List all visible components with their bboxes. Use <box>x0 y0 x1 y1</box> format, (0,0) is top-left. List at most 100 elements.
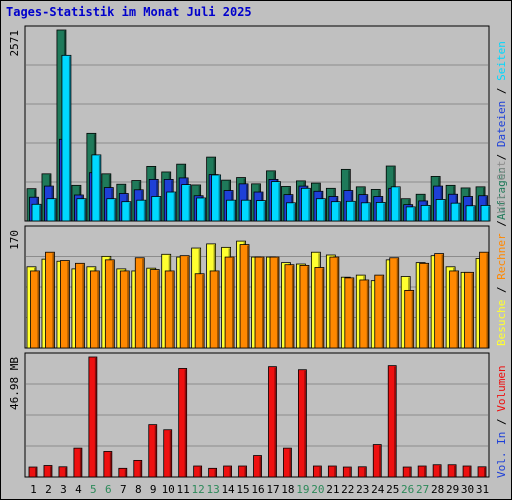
x-tick-label-day-27: 27 <box>416 483 429 496</box>
bar-shade-rechner-day-24 <box>381 276 384 348</box>
bar-shade-volumen-day-9 <box>154 425 157 477</box>
legend-seiten: Seiten <box>495 41 508 81</box>
bar-seiten-day-17 <box>271 181 281 222</box>
legend-vol-out: Vol. Out <box>495 161 508 214</box>
bar-volumen-day-14 <box>223 465 232 478</box>
bar-seiten-day-23 <box>360 202 371 222</box>
x-tick-label-day-8: 8 <box>135 483 142 496</box>
bar-shade-rechner-day-29 <box>456 271 459 348</box>
bar-seiten-day-16 <box>256 200 266 222</box>
bar-rechner-day-16 <box>254 256 265 349</box>
bar-shade-rechner-day-18 <box>291 265 294 348</box>
x-tick-label-day-14: 14 <box>221 483 235 496</box>
bar-volumen-day-23 <box>357 466 367 478</box>
bar-rechner-day-13 <box>209 270 220 349</box>
bar-volumen-day-3 <box>58 466 68 478</box>
bar-volumen-day-4 <box>73 447 83 478</box>
bar-rechner-day-12 <box>194 273 205 349</box>
bar-volumen-day-27 <box>417 465 427 478</box>
bar-volumen-day-20 <box>312 465 322 478</box>
x-tick-label-day-4: 4 <box>75 483 82 496</box>
bar-shade-seiten-day-1 <box>39 205 41 221</box>
bar-shade-rechner-day-23 <box>366 280 369 348</box>
bar-shade-rechner-day-20 <box>321 268 324 348</box>
bar-shade-rechner-day-25 <box>396 258 399 348</box>
bar-shade-seiten-day-22 <box>353 202 355 221</box>
bar-shade-seiten-day-6 <box>113 199 116 221</box>
x-tick-label-day-31: 31 <box>476 483 489 496</box>
bar-rechner-day-21 <box>329 256 340 349</box>
bar-shade-rechner-day-27 <box>426 264 429 348</box>
bar-rechner-day-26 <box>404 289 415 349</box>
bar-rechner-day-5 <box>89 270 100 349</box>
bar-seiten-day-31 <box>480 204 491 222</box>
bar-shade-rechner-day-15 <box>247 245 249 348</box>
legend-rechner: Rechner <box>495 233 508 280</box>
bar-shade-rechner-day-4 <box>82 264 84 348</box>
legend-separator: / <box>495 412 508 432</box>
bar-seiten-day-25 <box>390 186 401 222</box>
bar-shade-volumen-day-16 <box>259 456 262 477</box>
x-tick-label-day-25: 25 <box>386 483 399 496</box>
bar-shade-seiten-day-11 <box>188 185 191 221</box>
legend-anfragen: Anfragen <box>495 167 508 220</box>
bar-shade-volumen-day-29 <box>454 465 456 477</box>
bar-shade-rechner-day-10 <box>172 271 174 348</box>
x-tick-label-day-29: 29 <box>446 483 459 496</box>
legend-dateien: Dateien <box>495 101 508 147</box>
bar-shade-seiten-day-23 <box>368 203 370 221</box>
bar-shade-seiten-day-14 <box>233 201 236 221</box>
bar-shade-volumen-day-1 <box>35 468 37 477</box>
bar-seiten-day-19 <box>301 187 311 222</box>
bar-shade-volumen-day-27 <box>424 467 426 477</box>
bar-volumen-day-30 <box>462 465 472 478</box>
bar-rechner-day-25 <box>389 257 400 349</box>
bar-seiten-day-20 <box>315 198 326 222</box>
bar-seiten-day-10 <box>166 191 177 222</box>
bar-shade-seiten-day-29 <box>458 204 460 221</box>
bar-shade-seiten-day-30 <box>473 206 475 221</box>
bar-shade-volumen-day-25 <box>394 366 396 477</box>
bar-shade-seiten-day-15 <box>248 201 251 221</box>
bar-shade-volumen-day-12 <box>199 467 202 477</box>
x-tick-label-day-18: 18 <box>281 483 294 496</box>
bar-shade-rechner-day-17 <box>276 258 279 348</box>
bar-shade-seiten-day-17 <box>278 182 280 221</box>
x-tick-label-day-17: 17 <box>266 483 279 496</box>
x-tick-label-day-2: 2 <box>45 483 52 496</box>
bar-rechner-day-1 <box>30 270 40 349</box>
bar-shade-volumen-day-31 <box>484 467 486 477</box>
bar-shade-seiten-day-18 <box>293 203 295 221</box>
bar-shade-rechner-day-2 <box>52 253 54 348</box>
y-max-label-top: 2571 <box>8 30 21 57</box>
bar-seiten-day-5 <box>91 154 102 222</box>
legend-top: Anfragen / Dateien / Seiten <box>495 41 508 220</box>
bar-rechner-day-8 <box>134 257 145 349</box>
bar-seiten-day-21 <box>330 201 341 222</box>
bar-seiten-day-2 <box>46 198 57 222</box>
bar-seiten-day-26 <box>405 206 416 222</box>
bar-volumen-day-13 <box>208 467 218 478</box>
bar-shade-volumen-day-17 <box>274 367 276 477</box>
bar-volumen-day-5 <box>88 356 98 478</box>
x-tick-label-day-13: 13 <box>206 483 219 496</box>
bar-volumen-day-31 <box>477 466 487 478</box>
bar-shade-volumen-day-26 <box>409 468 411 477</box>
bar-volumen-day-16 <box>253 455 262 478</box>
bar-shade-volumen-day-24 <box>379 445 381 477</box>
bar-seiten-day-11 <box>181 184 192 222</box>
bar-rechner-day-19 <box>299 264 310 349</box>
legend-separator: / <box>495 147 508 167</box>
bar-shade-volumen-day-8 <box>139 461 142 477</box>
bar-shade-seiten-day-10 <box>173 193 176 221</box>
x-tick-label-day-30: 30 <box>461 483 474 496</box>
bar-shade-volumen-day-3 <box>64 467 67 477</box>
bar-shade-rechner-day-19 <box>306 266 309 348</box>
bar-rechner-day-9 <box>149 269 160 349</box>
legend-middle: Besuche / Rechner / Vol. Out <box>495 161 508 346</box>
bar-seiten-day-18 <box>286 202 296 222</box>
bar-shade-seiten-day-13 <box>218 175 221 221</box>
bar-volumen-day-6 <box>103 451 113 478</box>
x-tick-label-day-22: 22 <box>341 483 354 496</box>
bar-volumen-day-18 <box>283 447 292 478</box>
